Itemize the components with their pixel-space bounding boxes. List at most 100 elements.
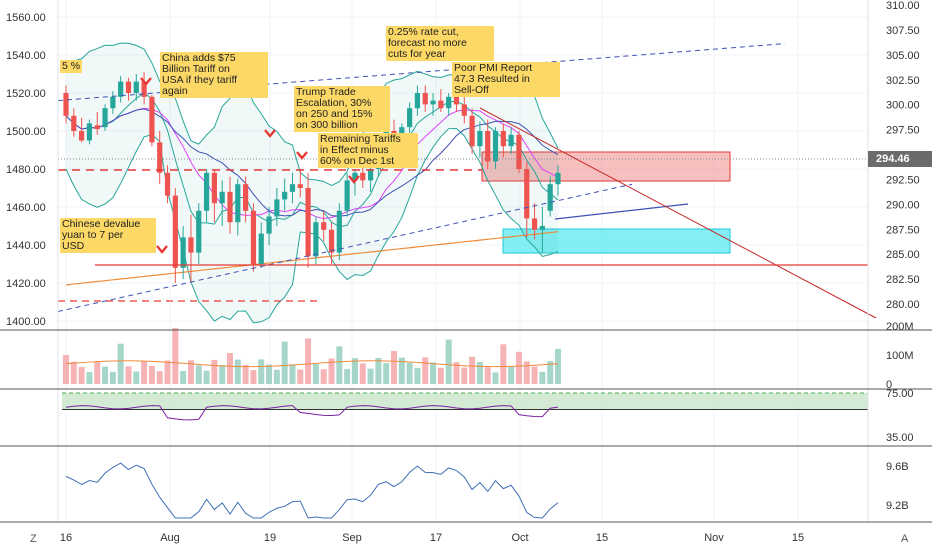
left-tick: 1560.00 [6, 12, 46, 24]
bollinger-lower [65, 127, 559, 324]
candle-body [516, 134, 522, 169]
volume-bar [305, 338, 312, 384]
lower-channel [57, 183, 633, 312]
candle-body [243, 184, 249, 211]
candle-body [94, 125, 100, 130]
candle-body [266, 216, 272, 234]
x-tick: 15 [792, 532, 804, 544]
candle-body [555, 172, 561, 185]
volume-bar [391, 350, 397, 384]
volume-bar [515, 351, 522, 384]
candle-body [63, 93, 69, 116]
note-5pct: 5 % [60, 60, 83, 73]
right-tick: 285.00 [886, 249, 920, 261]
note-trump-escalation: Trump Trade Escalation, 30% on 250 and 1… [294, 86, 390, 132]
candle-body [461, 104, 467, 116]
volume-bar [406, 362, 413, 384]
corner-left-label[interactable]: Z [30, 533, 37, 545]
candle-body [399, 127, 405, 139]
left-tick: 1420.00 [6, 278, 46, 290]
volume-bar [195, 365, 202, 384]
volume-bar [172, 328, 179, 384]
red-downtrend [479, 107, 877, 319]
candle-body [157, 142, 163, 173]
volume-bar [211, 359, 218, 384]
event-arrow [140, 77, 152, 86]
volume-bar [258, 359, 265, 384]
volume-bar [422, 357, 429, 384]
left-tick: 1460.00 [6, 202, 46, 214]
candle-body [289, 184, 296, 192]
candle-body [71, 115, 77, 131]
volume-bar [367, 368, 374, 384]
volume-bar [555, 348, 561, 384]
note-yuan: Chinese devalue yuan to 7 per USD [60, 218, 156, 253]
candle-body [485, 131, 491, 162]
candle-body [102, 108, 108, 128]
candle-body [258, 233, 264, 264]
obv-pane: 9.6B 9.2B [65, 461, 909, 519]
obv-line [65, 462, 559, 519]
bollinger-mid [65, 92, 559, 228]
volume-bar [500, 344, 507, 384]
indicator-lines [65, 42, 559, 324]
candle-body [321, 222, 327, 230]
candle-body [344, 180, 350, 211]
volume-bar [492, 372, 499, 384]
candlesticks [63, 72, 561, 283]
volume-bar [539, 371, 546, 384]
event-arrow [348, 175, 360, 184]
volume-bar [117, 343, 124, 384]
current-price-badge: 294.46 [868, 151, 932, 167]
supply-zone [481, 151, 731, 182]
candle-body [453, 96, 460, 105]
candle-body [508, 134, 514, 147]
volume-bar [430, 362, 437, 384]
volume-tick: 100M [886, 350, 914, 362]
event-arrow [156, 245, 168, 254]
ma-slow [65, 108, 559, 217]
corner-right-label[interactable]: A [901, 533, 909, 545]
x-tick: 15 [596, 532, 608, 544]
right-tick: 300.00 [886, 100, 920, 112]
note-pmi: Poor PMI Report 47.3 Resulted in Sell-Of… [452, 62, 560, 97]
volume-bar [351, 358, 358, 384]
right-tick: 280.00 [886, 299, 920, 311]
volume-bar [109, 371, 116, 384]
volume-bar [125, 366, 132, 384]
ma-long [65, 231, 559, 286]
volume-bar [219, 365, 226, 384]
volume-bar [469, 356, 476, 384]
volume-bar [297, 369, 304, 384]
volume-bar [203, 370, 210, 384]
volume-bar [336, 346, 343, 384]
volume-bar [78, 366, 85, 384]
volume-bar [453, 362, 460, 384]
candle-body [172, 195, 178, 268]
rsi-pane: 75.00 35.00 [62, 388, 914, 444]
candle-body [149, 96, 155, 143]
ma-fast [65, 107, 559, 220]
right-tick: 287.50 [886, 224, 920, 236]
candle-body [305, 188, 311, 257]
x-tick: Aug [160, 532, 180, 544]
x-tick: Sep [342, 532, 362, 544]
volume-bar [242, 364, 249, 384]
x-tick: Nov [704, 532, 724, 544]
x-tick: 17 [430, 532, 442, 544]
candle-body [180, 237, 186, 268]
right-tick: 282.50 [886, 274, 920, 286]
obv-tick: 9.6B [886, 461, 909, 473]
candle-body [446, 96, 452, 109]
volume-bar [133, 371, 140, 384]
candle-body [110, 96, 116, 109]
right-tick: 310.00 [886, 0, 920, 12]
candle-body [86, 123, 93, 141]
rsi-line [65, 405, 559, 421]
volume-bar [227, 352, 233, 384]
volume-bar [148, 366, 155, 384]
candle-body [547, 184, 553, 211]
volume-tick: 200M [886, 321, 914, 333]
volume-bar [375, 357, 382, 384]
volume-bar [63, 355, 69, 384]
